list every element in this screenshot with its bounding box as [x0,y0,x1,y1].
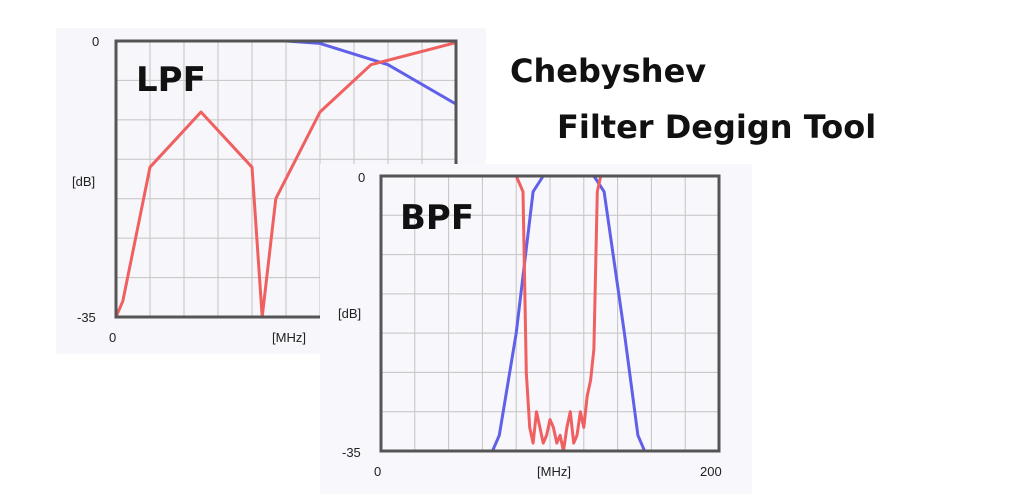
bpf-chart-card: BPF 0 [dB] -35 0 [MHz] 200 [320,164,752,494]
lpf-y-unit-label: [dB] [72,174,96,189]
bpf-x-end-label: 200 [700,464,722,479]
bpf-reflection-curve [381,174,719,453]
bpf-y-unit-label: [dB] [338,306,362,321]
bpf-chart [379,174,721,453]
lpf-reflection-curve [116,41,456,319]
lpf-x-unit-label: [MHz] [272,330,306,345]
lpf-y-top-label: 0 [92,34,100,49]
bpf-x-unit-label: [MHz] [537,464,571,479]
lpf-x-start-label: 0 [109,330,117,345]
lpf-y-bottom-label: -35 [77,310,96,325]
bpf-x-start-label: 0 [374,464,382,479]
bpf-plot-frame [379,174,721,453]
bpf-label: BPF [400,198,475,238]
bpf-grid [381,176,719,451]
bpf-y-top-label: 0 [358,170,366,185]
title-line-1: Chebyshev [510,52,707,90]
title-line-2: Filter Degign Tool [557,108,877,146]
lpf-label: LPF [136,60,206,100]
bpf-y-bottom-label: -35 [342,445,361,460]
